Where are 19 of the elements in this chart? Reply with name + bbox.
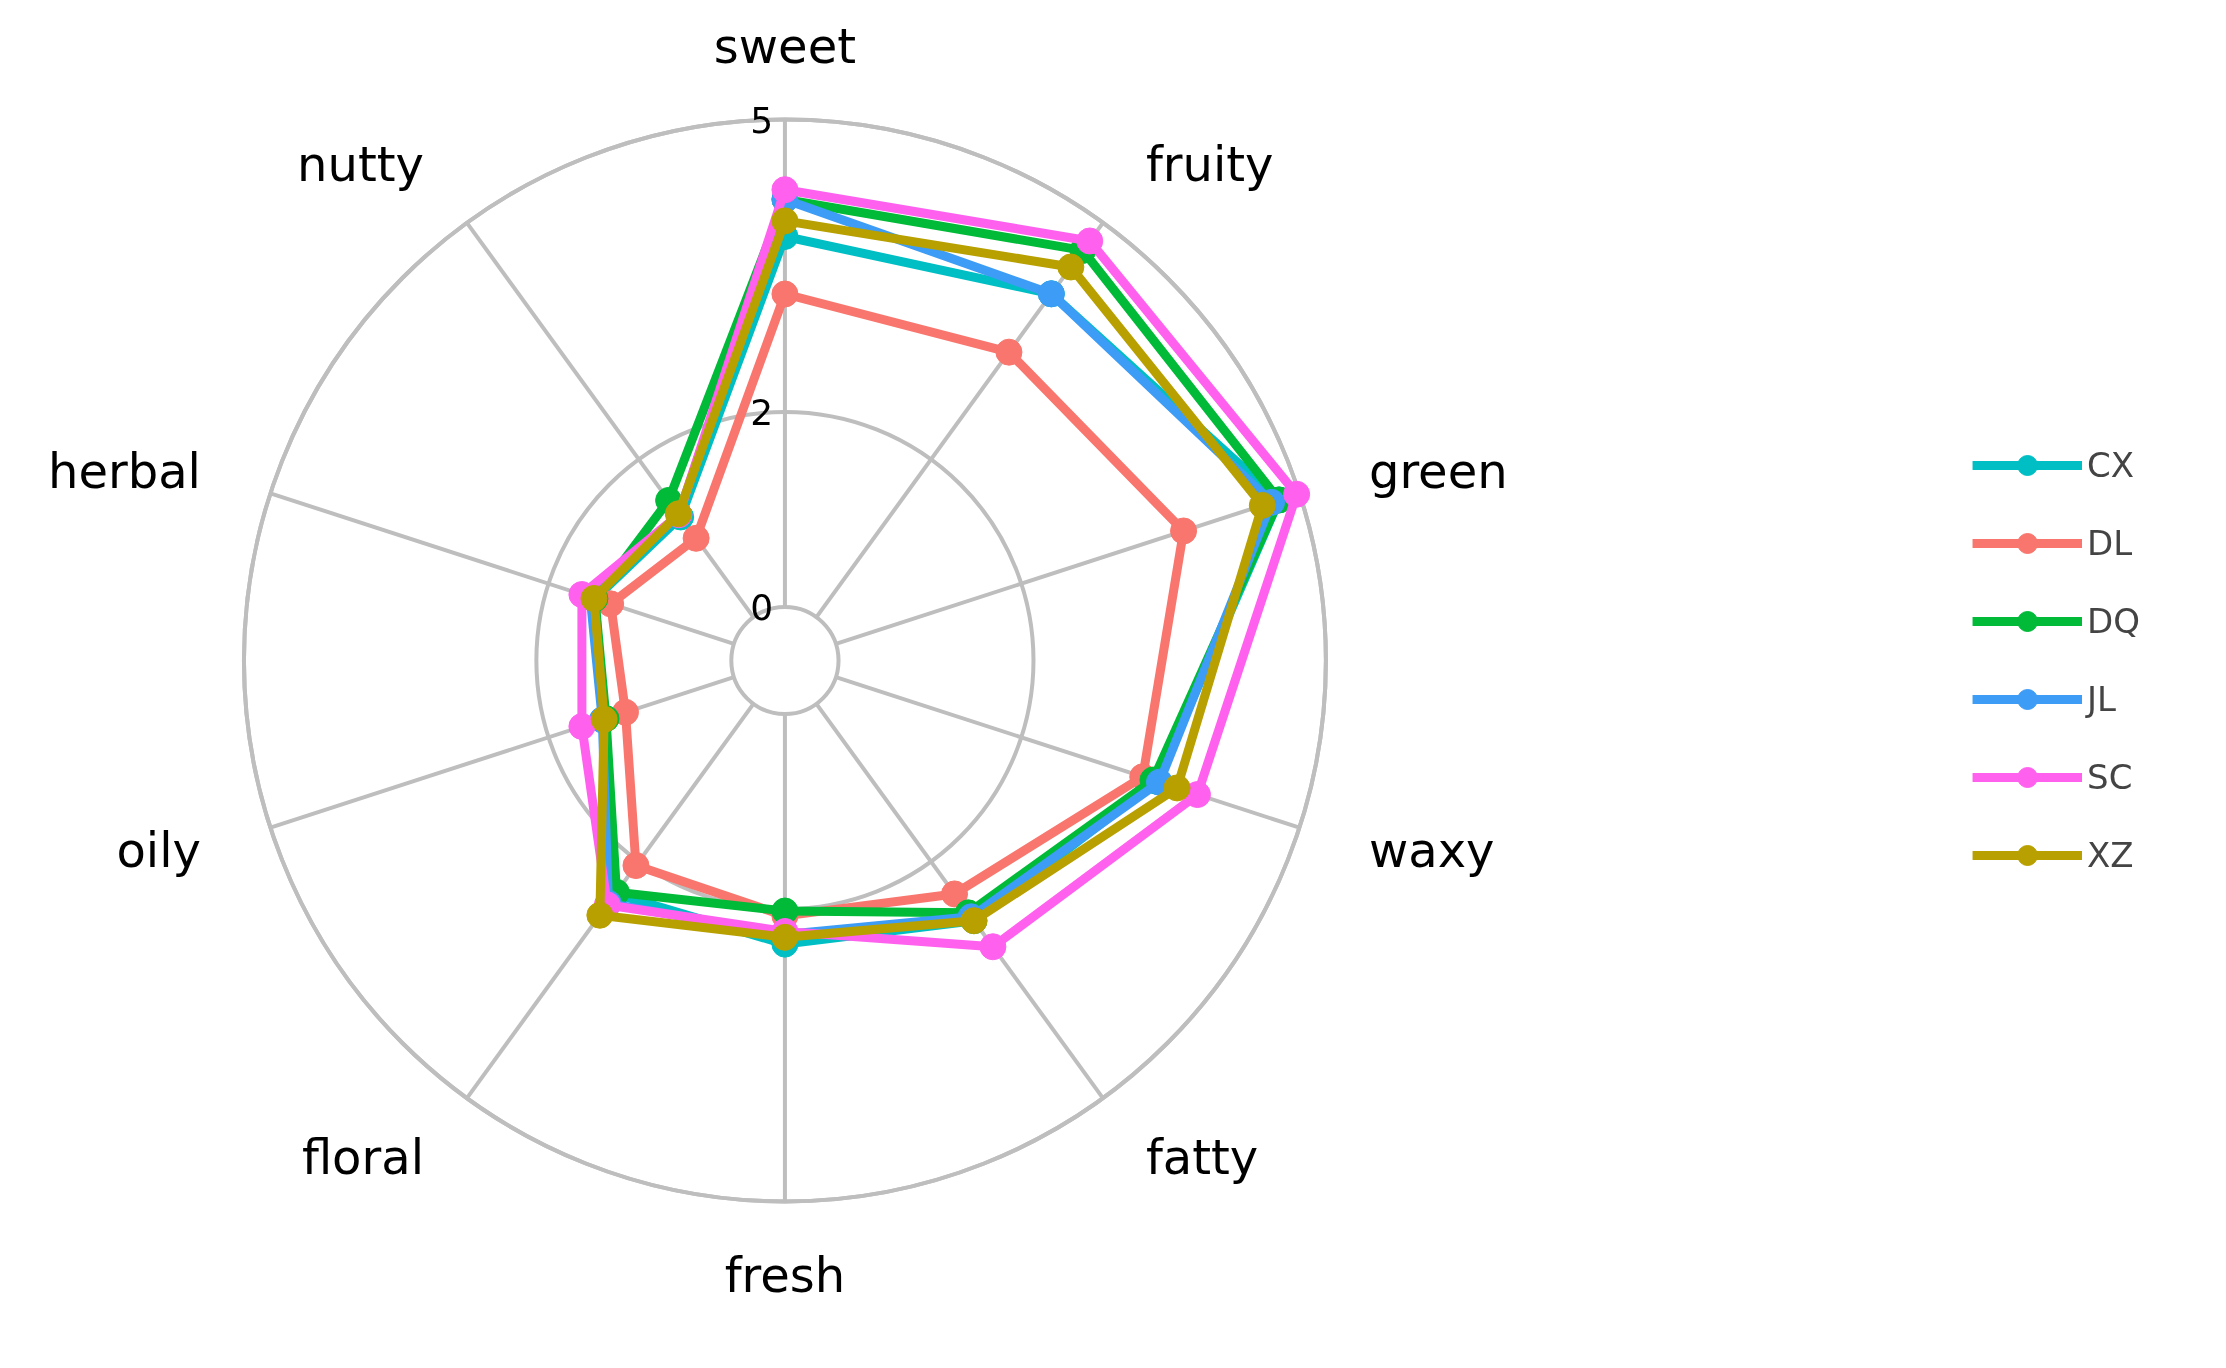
spoke-label: oily (116, 822, 201, 879)
legend-label: DL (2087, 523, 2133, 563)
spoke-label: sweet (713, 18, 857, 75)
legend-label: SC (2087, 757, 2133, 797)
spoke-label: fresh (724, 1246, 846, 1303)
legend-label: CX (2087, 445, 2135, 485)
spoke-label: fruity (1145, 135, 1274, 192)
legend-label: JL (2087, 679, 2117, 719)
spoke-label: herbal (47, 442, 201, 499)
spoke-label: fatty (1145, 1129, 1259, 1186)
y-tick-label: 0 (750, 586, 774, 628)
spoke-label: green (1368, 442, 1508, 499)
spoke-label: waxy (1368, 822, 1495, 879)
legend-label: XZ (2087, 835, 2134, 875)
y-tick-label: 5 (750, 99, 774, 141)
legend-label: DQ (2087, 601, 2140, 641)
spoke-label: nutty (297, 135, 424, 192)
spoke-label: floral (301, 1129, 424, 1186)
y-tick-label: 2 (750, 391, 774, 433)
